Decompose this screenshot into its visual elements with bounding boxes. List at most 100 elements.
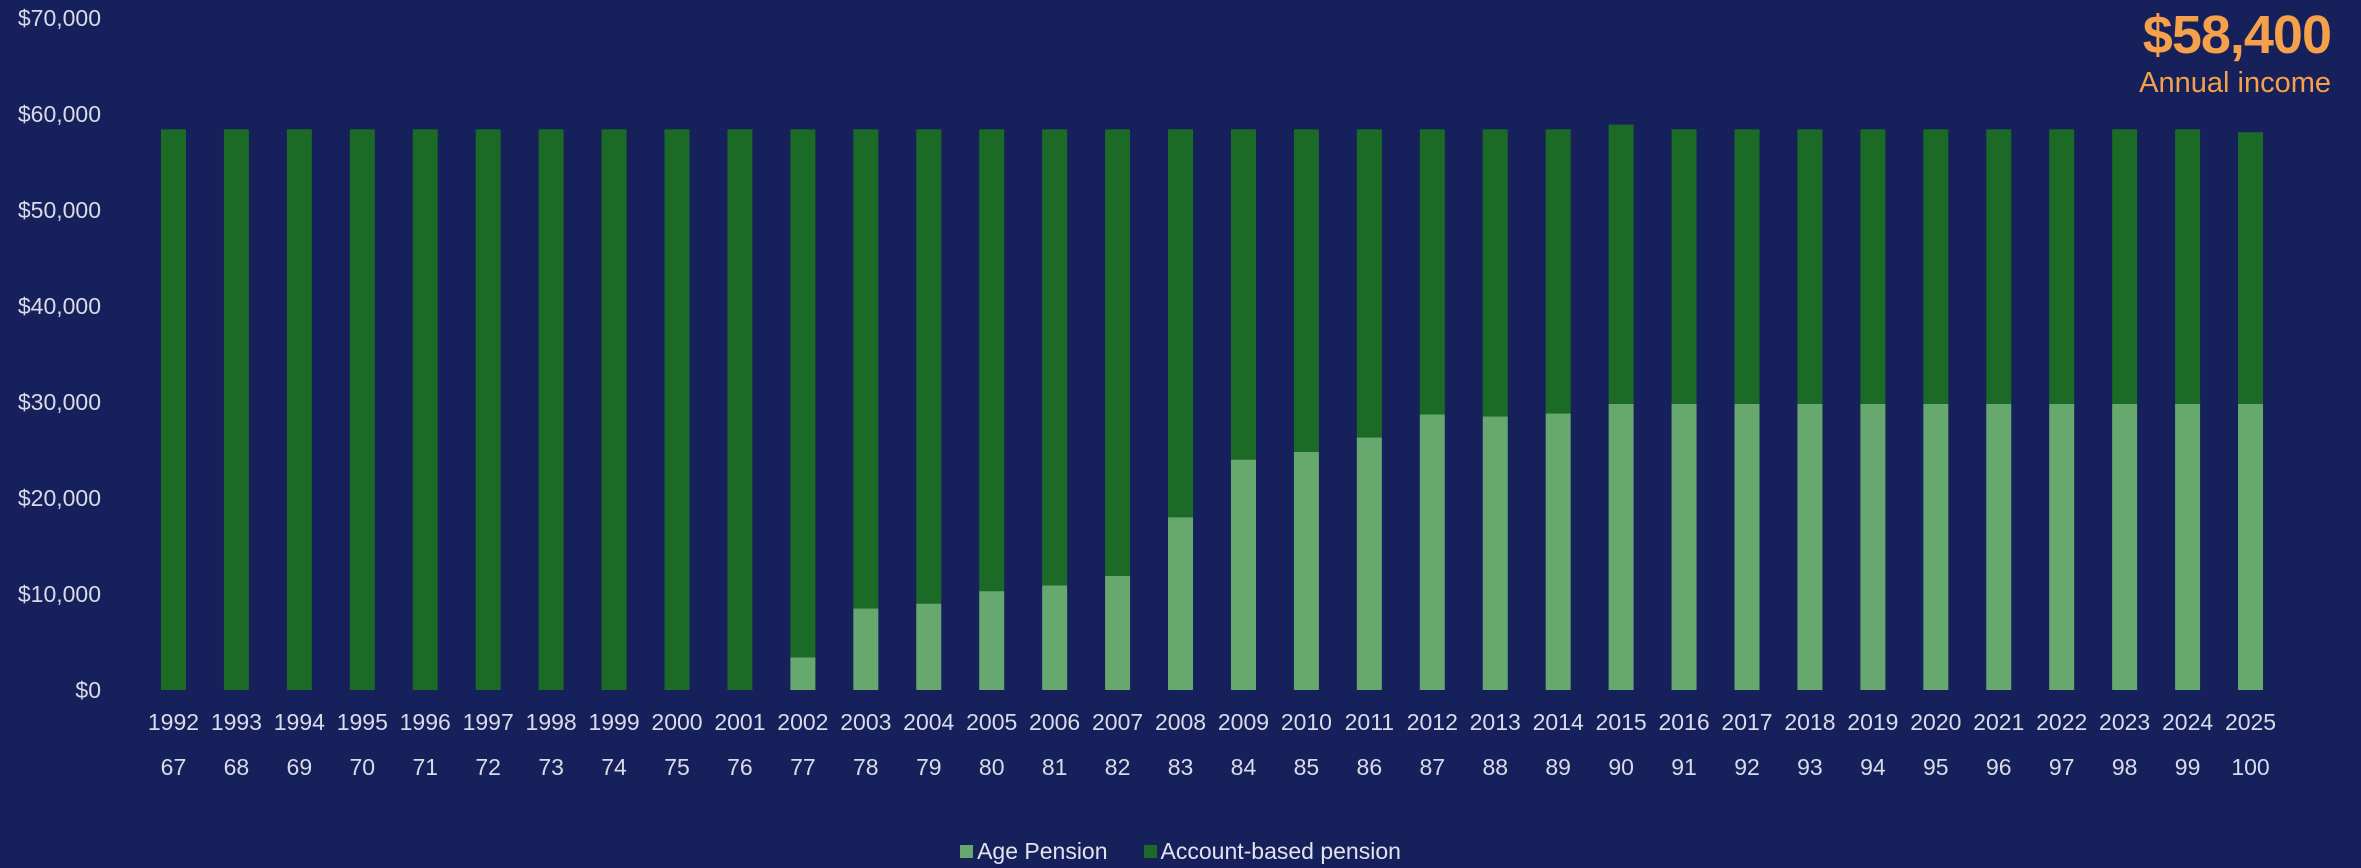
- legend-item-age-pension: Age Pension: [960, 838, 1108, 865]
- bar-account-based-pension: [1545, 129, 1571, 414]
- x-tick-label-year: 2010: [1281, 709, 1332, 735]
- x-tick-label-year: 2022: [2036, 709, 2087, 735]
- x-tick-label-age: 71: [412, 754, 438, 780]
- bar-account-based-pension: [1042, 129, 1068, 586]
- bar-age-pension: [2175, 403, 2201, 690]
- x-tick-label-year: 1999: [588, 709, 639, 735]
- x-tick-label-year: 1993: [211, 709, 262, 735]
- x-tick-label-year: 2012: [1407, 709, 1458, 735]
- bar-account-based-pension: [853, 129, 879, 609]
- x-tick-label-year: 2018: [1784, 709, 1835, 735]
- x-tick-label-age: 67: [161, 754, 187, 780]
- x-tick-label-age: 84: [1231, 754, 1257, 780]
- x-tick-label-age: 90: [1608, 754, 1634, 780]
- x-tick-label-year: 2007: [1092, 709, 1143, 735]
- x-tick-label-year: 2013: [1470, 709, 1521, 735]
- x-tick-label-year: 2001: [714, 709, 765, 735]
- x-tick-label-age: 74: [601, 754, 627, 780]
- x-tick-label-year: 2009: [1218, 709, 1269, 735]
- x-tick-label-year: 2021: [1973, 709, 2024, 735]
- bar-age-pension: [1168, 517, 1194, 690]
- x-tick-label-age: 100: [2231, 754, 2269, 780]
- x-tick-label-age: 76: [727, 754, 753, 780]
- bar-account-based-pension: [601, 129, 627, 691]
- x-tick-label-year: 2014: [1533, 709, 1584, 735]
- y-tick-label: $30,000: [18, 389, 101, 415]
- bar-age-pension: [2238, 403, 2264, 690]
- x-tick-label-age: 79: [916, 754, 942, 780]
- bar-age-pension: [790, 657, 816, 690]
- bar-account-based-pension: [1923, 129, 1949, 404]
- bar-age-pension: [1671, 403, 1697, 690]
- bar-age-pension: [1923, 403, 1949, 690]
- x-tick-label-year: 2024: [2162, 709, 2213, 735]
- x-tick-label-age: 86: [1357, 754, 1383, 780]
- bar-age-pension: [2049, 403, 2075, 690]
- x-tick-label-age: 93: [1797, 754, 1823, 780]
- x-tick-label-age: 78: [853, 754, 879, 780]
- x-tick-label-year: 2016: [1658, 709, 1709, 735]
- bar-account-based-pension: [412, 129, 438, 691]
- legend-swatch-age-pension: [960, 845, 974, 858]
- annual-income-label: Annual income: [2139, 67, 2331, 99]
- y-tick-label: $10,000: [18, 581, 101, 607]
- x-tick-label-year: 1992: [148, 709, 199, 735]
- bar-account-based-pension: [223, 129, 249, 691]
- x-tick-label-age: 77: [790, 754, 816, 780]
- bar-account-based-pension: [538, 129, 564, 691]
- bar-age-pension: [1608, 403, 1634, 690]
- x-tick-label-year: 1997: [463, 709, 514, 735]
- x-tick-label-age: 70: [349, 754, 375, 780]
- bar-series-group: [160, 124, 2264, 691]
- bar-account-based-pension: [727, 129, 753, 691]
- bar-age-pension: [979, 591, 1005, 690]
- x-tick-label-year: 2017: [1721, 709, 1772, 735]
- x-tick-label-age: 75: [664, 754, 690, 780]
- legend: Age Pension Account-based pension: [0, 838, 2361, 865]
- x-tick-label-year: 2015: [1596, 709, 1647, 735]
- x-tick-label-year: 1995: [337, 709, 388, 735]
- bar-age-pension: [1545, 413, 1571, 690]
- bar-account-based-pension: [1230, 129, 1256, 460]
- bar-age-pension: [1230, 459, 1256, 690]
- bar-age-pension: [1105, 575, 1131, 690]
- x-tick-label-age: 83: [1168, 754, 1194, 780]
- x-tick-label-year: 2020: [1910, 709, 1961, 735]
- legend-label-age-pension: Age Pension: [977, 838, 1108, 864]
- x-tick-label-age: 68: [224, 754, 250, 780]
- bar-account-based-pension: [1168, 129, 1194, 518]
- bar-account-based-pension: [2238, 132, 2264, 404]
- bar-account-based-pension: [1797, 129, 1823, 404]
- x-tick-label-year: 2025: [2225, 709, 2276, 735]
- bar-account-based-pension: [1293, 129, 1319, 452]
- x-tick-label-age: 94: [1860, 754, 1886, 780]
- bar-age-pension: [1042, 585, 1068, 690]
- bar-account-based-pension: [1608, 124, 1634, 404]
- y-tick-label: $50,000: [18, 197, 101, 223]
- x-tick-label-age: 80: [979, 754, 1005, 780]
- x-tick-label-year: 2019: [1847, 709, 1898, 735]
- x-tick-label-age: 92: [1734, 754, 1760, 780]
- bar-account-based-pension: [286, 129, 312, 691]
- bar-account-based-pension: [2049, 129, 2075, 404]
- x-tick-label-year: 2000: [651, 709, 702, 735]
- x-tick-label-year: 2023: [2099, 709, 2150, 735]
- bar-account-based-pension: [1671, 129, 1697, 404]
- bar-age-pension: [1293, 451, 1319, 690]
- x-tick-label-age: 97: [2049, 754, 2075, 780]
- x-tick-label-year: 1994: [274, 709, 325, 735]
- headline: $58,400 Annual income: [2139, 4, 2332, 100]
- x-tick-label-age: 82: [1105, 754, 1131, 780]
- x-tick-label-year: 2008: [1155, 709, 1206, 735]
- bar-account-based-pension: [2112, 129, 2138, 404]
- legend-label-account-based-pension: Account-based pension: [1160, 838, 1401, 864]
- x-tick-label-age: 87: [1419, 754, 1445, 780]
- legend-swatch-account-based-pension: [1143, 845, 1157, 858]
- bar-account-based-pension: [160, 129, 186, 691]
- bar-account-based-pension: [1860, 129, 1886, 404]
- annual-income-amount: $58,400: [2142, 5, 2332, 65]
- bar-age-pension: [1986, 403, 2012, 690]
- x-tick-label-year: 2003: [840, 709, 891, 735]
- x-tick-label-age: 69: [287, 754, 313, 780]
